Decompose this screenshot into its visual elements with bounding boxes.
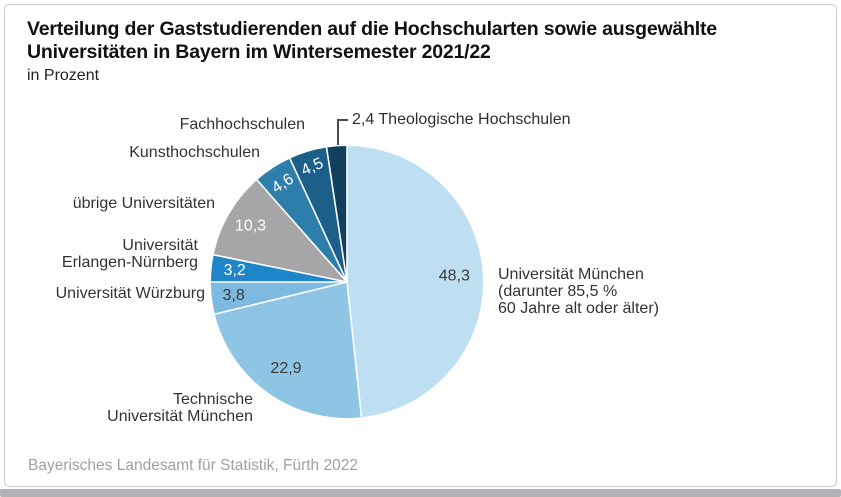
slice-separator [214, 281, 348, 315]
label-text-theologische: Theologische Hochschulen [378, 111, 571, 128]
label-universitaet-wuerzburg: Universität Würzburg [55, 285, 205, 302]
label-tu-line-2: Universität München [107, 408, 253, 425]
pie-slice-6 [289, 147, 347, 282]
chart-title-line-1: Verteilung der Gaststudierenden auf die … [27, 18, 717, 40]
label-erlangen-line-2: Erlangen-Nürnberg [61, 254, 198, 271]
label-tu-line-1: Technische [172, 391, 253, 408]
slice-separator [213, 254, 348, 283]
label-theologische-hochschulen: 2,4 Theologische Hochschulen [352, 111, 571, 129]
slice-value-2: 3,8 [222, 287, 244, 304]
label-muenchen-note-2: 60 Jahre alt oder älter) [498, 300, 659, 317]
label-universitaet-erlangen-nuernberg: Universität Erlangen-Nürnberg [62, 237, 198, 271]
label-erlangen-line-1: Universität [122, 237, 198, 254]
label-technische-universitaet-muenchen: Technische Universität München [107, 391, 253, 425]
title-block: Verteilung der Gaststudierenden auf die … [27, 18, 817, 85]
pie-slice-4 [213, 179, 347, 282]
slice-value-4: 10,3 [235, 217, 266, 234]
chart-title-line-2: Universitäten in Bayern im Wintersemeste… [27, 41, 491, 63]
slice-value-3: 3,2 [224, 262, 246, 279]
label-muenchen-note-1: (darunter 85,5 % [498, 283, 618, 300]
bottom-edge-bar [0, 489, 841, 497]
slice-value-1: 22,9 [270, 360, 301, 377]
label-kunsthochschulen: Kunsthochschulen [129, 144, 260, 161]
pie-slice-0 [347, 146, 483, 418]
source-note: Bayerisches Landesamt für Statistik, Für… [28, 457, 358, 474]
slice-separator [325, 147, 348, 283]
label-fachhochschulen: Fachhochschulen [179, 116, 305, 133]
value-theologische: 2,4 [352, 111, 375, 128]
callout-line-theologische [337, 119, 348, 145]
pie-slice-1 [214, 282, 362, 418]
label-muenchen-line-1: Universität München [498, 266, 644, 283]
slice-value-0: 48,3 [439, 268, 470, 285]
pie-chart: 48,322,93,83,210,34,64,5 [211, 146, 483, 418]
pie-slice-5 [257, 158, 347, 282]
slice-separator [289, 158, 348, 283]
slice-separator [346, 281, 363, 418]
label-universitaet-muenchen: Universität München (darunter 85,5 % 60 … [498, 266, 659, 317]
label-uebrige-universitaeten: übrige Universitäten [72, 195, 215, 212]
slice-separator [256, 179, 348, 283]
chart-subtitle: in Prozent [27, 67, 100, 84]
